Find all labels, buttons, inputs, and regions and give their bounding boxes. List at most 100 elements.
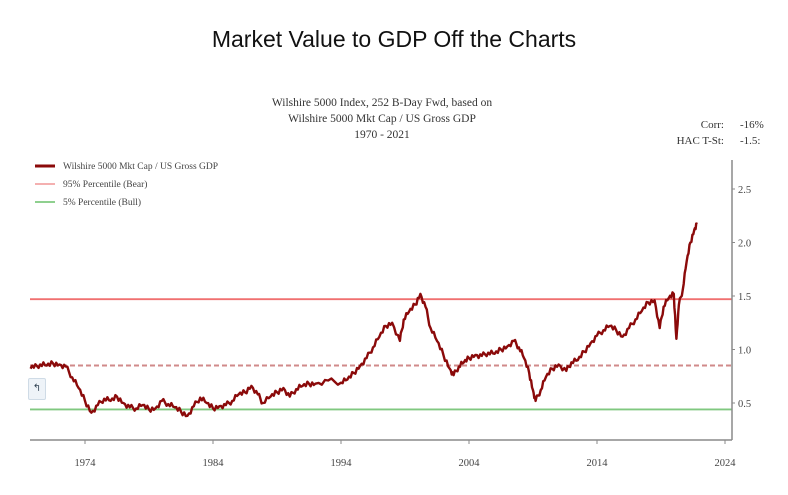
chart-title-line-3: 1970 - 2021 [354, 129, 410, 141]
data-point [141, 404, 144, 407]
data-point [628, 327, 630, 329]
chart-title-line-2: Wilshire 5000 Mkt Cap / US Gross GDP [288, 113, 476, 125]
data-point [493, 352, 496, 355]
y-tick-label: 2.0 [738, 239, 751, 250]
data-point [442, 353, 445, 356]
data-point [71, 376, 74, 379]
data-point [109, 399, 112, 402]
stat-corr-label: Corr: [701, 119, 724, 131]
legend-label-bull: 5% Percentile (Bull) [63, 197, 141, 208]
data-point [570, 361, 573, 364]
collapse-arrow-icon[interactable]: ↰ [28, 378, 46, 400]
data-point [314, 382, 317, 385]
data-point [295, 388, 298, 390]
data-point [506, 345, 509, 348]
data-point [672, 292, 675, 295]
data-point [135, 407, 138, 410]
data-point [551, 367, 554, 370]
data-point [365, 357, 368, 359]
data-point [128, 406, 131, 409]
data-point [487, 351, 490, 354]
data-point [359, 364, 362, 367]
data-point [340, 381, 342, 384]
data-point [557, 363, 560, 366]
data-point [602, 329, 605, 332]
legend-label-series: Wilshire 5000 Mkt Cap / US Gross GDP [63, 162, 218, 172]
data-point [518, 346, 520, 349]
data-point [678, 303, 680, 306]
data-point [500, 348, 502, 351]
data-point [384, 325, 387, 327]
data-point [391, 321, 394, 324]
data-point [39, 363, 42, 366]
data-point [653, 299, 656, 302]
data-point [436, 340, 438, 342]
data-point [269, 395, 272, 398]
data-point [634, 318, 637, 321]
series-line-0 [29, 222, 698, 418]
data-point [64, 365, 67, 368]
data-point [237, 393, 240, 396]
data-point [658, 327, 661, 329]
data-point [474, 353, 477, 356]
x-tick-label: 1994 [331, 458, 353, 469]
data-point [523, 357, 525, 359]
x-tick-label: 1974 [75, 458, 97, 469]
data-point [419, 292, 422, 295]
data-point [308, 382, 310, 385]
y-tick-label: 1.5 [738, 292, 751, 303]
data-point [512, 340, 515, 342]
data-point [615, 329, 618, 332]
slide-title: Market Value to GDP Off the Charts [211, 26, 577, 52]
data-point [565, 370, 568, 372]
data-point [32, 366, 35, 369]
data-point [244, 391, 246, 394]
data-point [448, 367, 451, 370]
data-point [372, 346, 374, 349]
data-point [534, 399, 537, 402]
data-point [689, 241, 692, 244]
data-point [148, 408, 150, 411]
data-point [532, 389, 534, 392]
data-point [462, 361, 465, 364]
data-point [205, 402, 208, 404]
data-point [288, 395, 291, 398]
y-tick-label: 2.5 [738, 185, 751, 196]
data-point [199, 396, 202, 399]
data-point [378, 335, 381, 338]
data-point [608, 325, 611, 327]
data-point [52, 362, 54, 365]
reference-lines [30, 298, 732, 411]
x-tick-label: 1984 [203, 458, 225, 469]
data-point [90, 411, 93, 414]
legend: Wilshire 5000 Mkt Cap / US Gross GDP 95%… [35, 162, 218, 208]
data-point [640, 310, 643, 312]
data-point [154, 407, 157, 410]
data-point [468, 357, 470, 359]
data-point [282, 387, 285, 389]
data-point [231, 399, 234, 402]
data-point [186, 414, 189, 417]
data-point [173, 406, 176, 409]
data-point [528, 372, 531, 374]
data-point [250, 384, 253, 387]
data-point [160, 399, 163, 402]
data-point [45, 364, 48, 367]
data-point [327, 379, 330, 382]
y-tick-label: 0.5 [738, 399, 751, 410]
data-point [662, 305, 665, 308]
data-point [180, 410, 182, 413]
data-point [647, 301, 650, 304]
data-point [695, 222, 698, 225]
data-point [398, 340, 401, 342]
y-tick-label: 1.0 [738, 346, 751, 357]
x-tick-label: 2014 [587, 458, 609, 469]
data-point [276, 391, 278, 394]
data-point [589, 342, 592, 344]
x-axis-ticks: 1974 1984 1994 2004 2014 2024 [75, 440, 736, 469]
stat-hac-label: HAC T-St: [677, 135, 724, 147]
data-point [407, 311, 410, 313]
x-tick-label: 2004 [459, 458, 481, 469]
y-axis-ticks: 0.5 1.0 1.5 2.0 2.5 [732, 185, 751, 410]
data-point [262, 402, 264, 404]
